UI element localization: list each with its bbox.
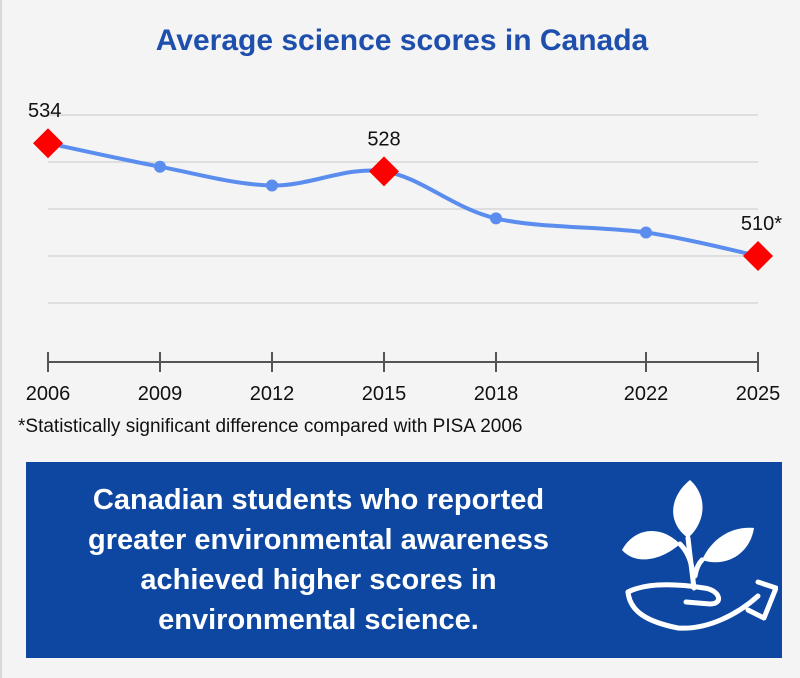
data-point-2018: [490, 212, 502, 225]
data-point-2022: [640, 226, 652, 239]
highlight-marker-2015: [369, 156, 399, 187]
highlight-marker-2025: [743, 241, 773, 271]
hand-holding-plant-icon: [622, 480, 778, 631]
x-tick-label-2015: 2015: [362, 383, 407, 405]
callout-box: Canadian students who reported greater e…: [26, 462, 782, 658]
data-label-2025: 510*: [741, 213, 782, 235]
series-line: [46, 141, 760, 258]
callout-line-2: greater environmental awareness: [88, 524, 549, 556]
callout-line-1: Canadian students who reported: [92, 484, 545, 516]
x-tick-label-2025: 2025: [736, 383, 781, 405]
callout-text: Canadian students who reported greater e…: [26, 480, 611, 640]
chart-title: Average science scores in Canada: [155, 24, 649, 57]
line-chart: 2006 2009 2012 2015 2018 2022 2025 534 528 510*: [26, 100, 782, 405]
callout-line-3: achieved higher scores in: [140, 564, 497, 596]
data-point-2009: [154, 160, 166, 173]
x-tick-label-2006: 2006: [26, 383, 71, 405]
data-point-2012: [266, 179, 278, 192]
highlight-marker-2006: [33, 128, 63, 159]
x-tick-label-2018: 2018: [474, 383, 519, 405]
data-label-2015: 528: [367, 128, 400, 150]
footnote: *Statistically significant difference co…: [18, 416, 523, 437]
x-tick-label-2012: 2012: [250, 383, 295, 405]
x-tick-label-2009: 2009: [138, 383, 183, 405]
data-label-2006: 534: [28, 100, 61, 122]
callout-line-4: environmental science.: [158, 604, 479, 636]
x-tick-label-2022: 2022: [624, 383, 669, 405]
